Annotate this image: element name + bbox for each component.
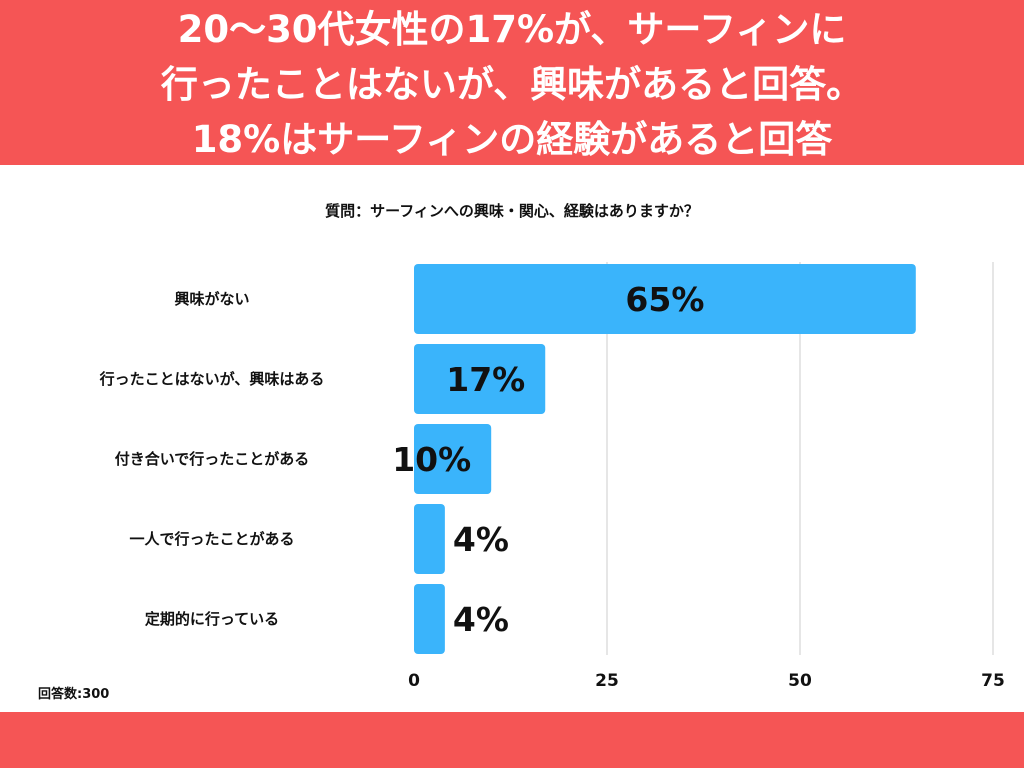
footer-banner <box>0 712 1024 768</box>
value-label: 4% <box>453 520 509 559</box>
bar-4 <box>414 504 445 574</box>
bar-2 <box>414 344 546 414</box>
title-banner: 20〜30代女性の17%が、サーフィンに 行ったことはないが、興味があると回答。… <box>0 0 1024 165</box>
title-line-2: 行ったことはないが、興味があると回答。 <box>160 63 864 106</box>
x-tick-label: 75 <box>981 671 1005 691</box>
bar-5 <box>414 584 445 654</box>
x-tick-label: 25 <box>595 671 619 691</box>
value-label: 4% <box>453 600 509 639</box>
category-label: 定期的に行っている <box>145 610 279 628</box>
x-tick-label: 0 <box>408 671 420 691</box>
category-label: 付き合いで行ったことがある <box>115 450 310 468</box>
value-label: 17% <box>446 360 525 399</box>
value-label: 10% <box>392 440 471 479</box>
bar-chart: 0 25 50 75 興味がない 65% 行ったことはないが、興味はある 17% 付き合いで行っ… <box>99 262 1005 691</box>
respondent-count: 回答数:300 <box>38 687 110 702</box>
survey-question: 質問：サーフィンへの興味・関心、経験はありますか？ <box>325 202 699 220</box>
bar-1 <box>414 264 916 334</box>
title-line-3: 18%はサーフィンの経験があると回答 <box>191 118 833 161</box>
category-label: 興味がない <box>174 290 249 308</box>
bar-3 <box>414 424 492 494</box>
category-label: 行ったことはないが、興味はある <box>99 370 325 388</box>
category-label: 一人で行ったことがある <box>129 530 294 548</box>
title-line-1: 20〜30代女性の17%が、サーフィンに <box>177 8 847 51</box>
value-label: 65% <box>625 280 704 319</box>
x-tick-label: 50 <box>788 671 812 691</box>
